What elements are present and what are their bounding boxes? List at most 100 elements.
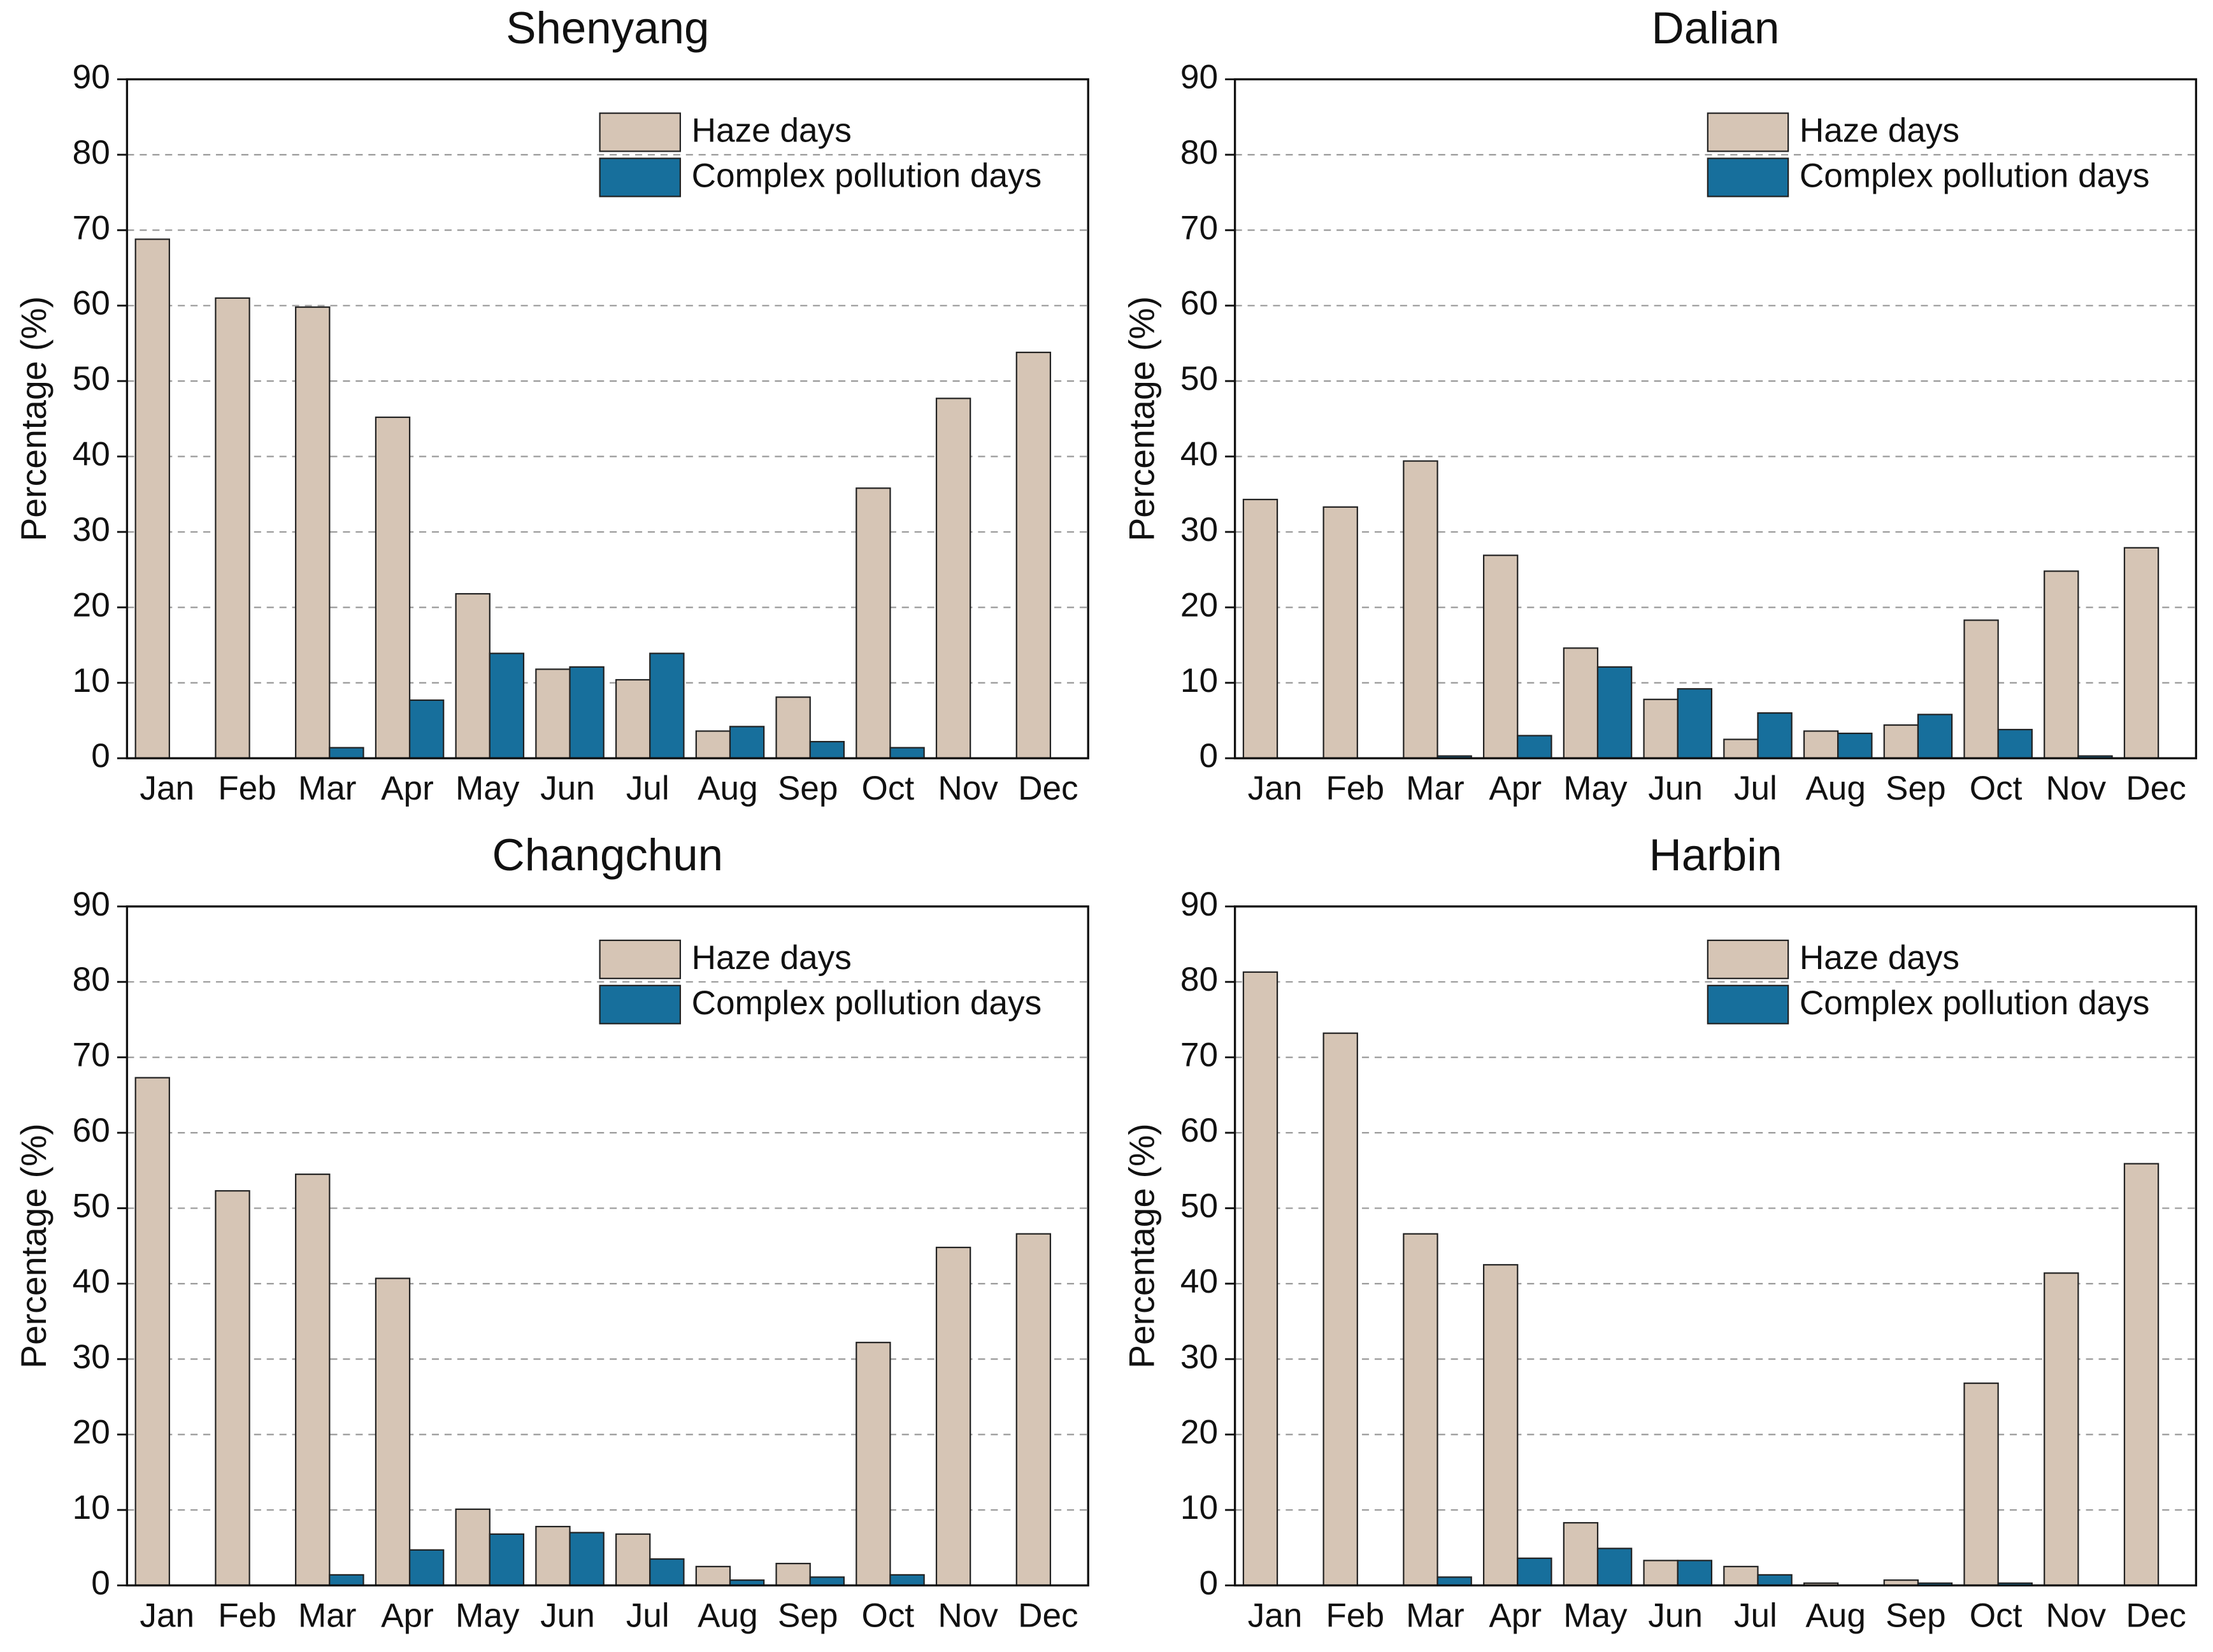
y-tick-label: 10: [1180, 1489, 1218, 1526]
y-tick-label: 10: [1180, 662, 1218, 700]
bar: [1997, 729, 2033, 759]
x-tick-label: May: [455, 1597, 520, 1634]
bar: [329, 1574, 364, 1586]
plot-frame: [1233, 905, 2198, 1587]
x-tick-label: Nov: [938, 770, 998, 807]
x-tick-label: Apr: [1489, 1597, 1542, 1634]
x-tick-label: Jan: [1248, 770, 1303, 807]
legend-swatch: [599, 939, 682, 979]
x-tick-label: May: [1563, 1597, 1628, 1634]
legend-swatch: [1707, 157, 1789, 198]
bar: [695, 730, 731, 759]
y-tick-label: 60: [73, 1112, 110, 1149]
y-tick-label: 40: [1180, 436, 1218, 473]
x-tick-label: Jan: [1248, 1597, 1303, 1634]
bar: [1723, 1565, 1759, 1586]
bar: [408, 1549, 445, 1586]
x-tick-label: Nov: [2046, 1597, 2107, 1634]
bar: [535, 668, 571, 759]
bar: [856, 487, 891, 759]
bar: [889, 747, 925, 759]
bar: [1517, 1557, 1552, 1586]
bar: [1723, 738, 1759, 759]
y-tick-label: 90: [1180, 886, 1218, 923]
y-tick-label: 10: [73, 1489, 110, 1526]
plot-frame: [125, 78, 1089, 759]
bar: [1963, 619, 1999, 759]
x-tick-label: Dec: [2126, 1597, 2186, 1634]
plot-frame: [125, 905, 1089, 1587]
x-tick-label: Oct: [1970, 1597, 2023, 1634]
y-tick-label: 30: [1180, 511, 1218, 549]
bar: [1322, 1032, 1358, 1586]
x-tick-label: Feb: [1326, 770, 1384, 807]
y-tick-label: 30: [73, 511, 110, 549]
bar: [2123, 547, 2159, 759]
y-tick-label: 90: [1180, 59, 1218, 96]
bar: [935, 398, 971, 759]
y-tick-label: 80: [73, 961, 110, 998]
legend-swatch: [599, 112, 682, 152]
bar: [569, 666, 605, 759]
bar: [1643, 1560, 1679, 1586]
bar: [489, 652, 525, 759]
y-tick-label: 20: [73, 586, 110, 624]
bar: [1517, 735, 1552, 759]
y-tick-label: 70: [73, 1037, 110, 1074]
legend-swatch: [1707, 112, 1789, 152]
y-tick-label: 50: [1180, 360, 1218, 398]
y-axis-label: Percentage (%): [14, 1123, 54, 1368]
legend-label: Complex pollution days: [692, 984, 1042, 1022]
bar: [856, 1342, 891, 1586]
bar: [775, 696, 811, 759]
bar: [1803, 730, 1839, 759]
x-tick-label: Aug: [1805, 1597, 1866, 1634]
y-tick-label: 70: [1180, 1037, 1218, 1074]
bar: [455, 1508, 491, 1586]
x-tick-label: Jul: [626, 770, 670, 807]
y-tick-label: 40: [73, 1263, 110, 1300]
bar: [489, 1533, 525, 1586]
y-tick-label: 0: [1199, 1565, 1218, 1602]
bar: [1483, 554, 1519, 759]
x-tick-label: Mar: [1406, 1597, 1465, 1634]
y-tick-label: 40: [73, 436, 110, 473]
bar: [1403, 460, 1438, 759]
x-tick-label: Mar: [1406, 770, 1465, 807]
plot-frame: [1233, 78, 2198, 759]
x-tick-label: Dec: [1018, 770, 1078, 807]
bar: [134, 1077, 170, 1586]
panel: Shenyang Percentage (%) 0 10 20 30 40 50 60 70 80 9…: [14, 3, 1089, 807]
y-tick-label: 20: [1180, 586, 1218, 624]
y-tick-label: 50: [73, 1187, 110, 1225]
bar: [134, 238, 170, 759]
x-tick-label: Aug: [698, 1597, 758, 1634]
bar: [935, 1246, 971, 1586]
x-tick-label: Jul: [626, 1597, 670, 1634]
bar: [215, 297, 250, 759]
y-tick-label: 80: [1180, 134, 1218, 171]
bar: [809, 1576, 845, 1586]
bar: [1483, 1264, 1519, 1586]
bar: [295, 1174, 331, 1586]
y-tick-label: 10: [73, 662, 110, 700]
x-tick-label: Jun: [540, 770, 595, 807]
legend-swatch: [1707, 939, 1789, 979]
panel: Harbin Percentage (%) 0 10 20 30 40 50 60 70 80 90 J…: [1122, 830, 2198, 1634]
x-tick-label: Nov: [2046, 770, 2107, 807]
x-tick-label: Jun: [1648, 1597, 1703, 1634]
legend-swatch: [1707, 984, 1789, 1024]
y-tick-label: 0: [1199, 737, 1218, 775]
bar: [295, 306, 331, 759]
x-tick-label: Sep: [778, 1597, 838, 1634]
legend-label: Complex pollution days: [1800, 157, 2150, 195]
x-tick-label: Sep: [1886, 770, 1946, 807]
chart-title: Dalian: [1652, 3, 1780, 54]
y-tick-label: 70: [1180, 209, 1218, 247]
x-tick-label: Oct: [1970, 770, 2023, 807]
x-tick-label: May: [1563, 770, 1628, 807]
chart-title: Changchun: [492, 830, 724, 880]
x-tick-label: Jul: [1734, 1597, 1777, 1634]
x-tick-label: Mar: [298, 1597, 357, 1634]
bar: [809, 740, 845, 759]
